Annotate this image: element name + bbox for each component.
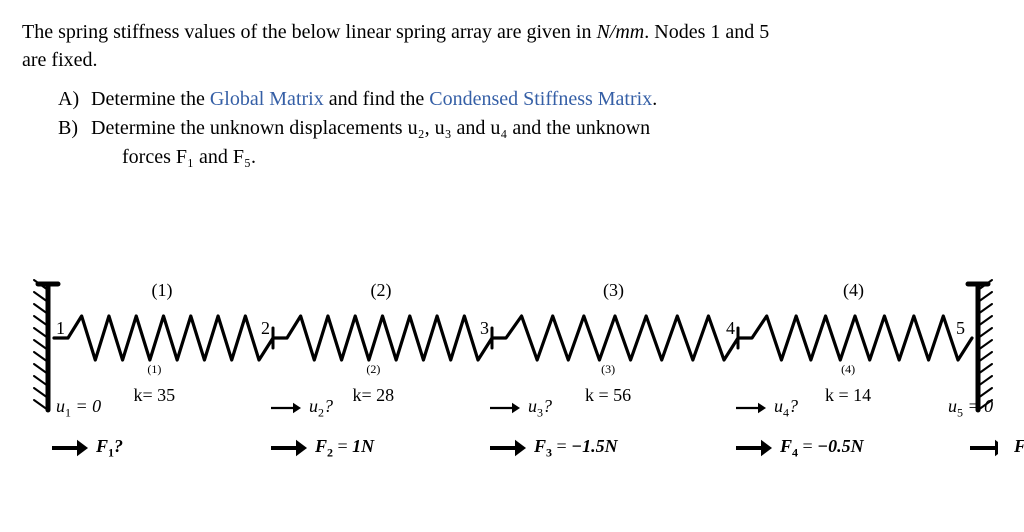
qA-term2: Condensed Stiffness Matrix bbox=[429, 88, 652, 110]
qA-mid: and find the bbox=[324, 88, 430, 110]
qA-label: A) bbox=[58, 88, 86, 111]
displacement-label-4: u4? bbox=[774, 396, 798, 421]
force-label-2: F2 = 1N bbox=[315, 436, 374, 461]
node-label-3: 3 bbox=[480, 318, 489, 339]
problem-line1b: . Nodes 1 and 5 bbox=[644, 21, 769, 43]
problem-line1a: The spring stiffness values of the below… bbox=[22, 21, 596, 43]
qB-l2a: forces bbox=[122, 146, 176, 168]
stiffness-label-3: (3)k = 56 bbox=[585, 362, 631, 406]
qB-uvars: u₂, u₃ and u₄ bbox=[408, 117, 508, 139]
node-label-4: 4 bbox=[726, 318, 735, 339]
force-label-1: F1? bbox=[96, 436, 123, 461]
qA-pre: Determine the bbox=[91, 88, 210, 110]
displacement-label-3: u3? bbox=[528, 396, 552, 421]
element-label-1: (1) bbox=[152, 280, 173, 301]
displacement-label-5: u5 = 0 bbox=[948, 396, 993, 421]
stiffness-label-1: (1)k= 35 bbox=[134, 362, 176, 406]
qA-post: . bbox=[652, 88, 657, 110]
force-label-5: F5? bbox=[1014, 436, 1024, 461]
page-root: The spring stiffness values of the below… bbox=[0, 0, 1024, 532]
node-label-5: 5 bbox=[956, 318, 965, 339]
node-label-2: 2 bbox=[261, 318, 270, 339]
stiffness-label-2: (2)k= 28 bbox=[353, 362, 395, 406]
problem-unit: N/mm bbox=[596, 21, 644, 43]
qB-fvars: F₁ and F₅ bbox=[176, 146, 251, 168]
element-label-2: (2) bbox=[371, 280, 392, 301]
problem-statement: The spring stiffness values of the below… bbox=[22, 18, 1002, 74]
question-B: B) Determine the unknown displacements u… bbox=[58, 117, 1002, 140]
spring-diagram: 1 2 3 4 5 (1) (1)k= 35 (2) (2)k= 28 (3) (3)k = 56 (… bbox=[26, 278, 998, 508]
force-label-3: F3 = −1.5N bbox=[534, 436, 618, 461]
question-A: A) Determine the Global Matrix and find … bbox=[58, 88, 1002, 111]
element-label-3: (3) bbox=[603, 280, 624, 301]
qB-l1b: and the unknown bbox=[507, 117, 650, 139]
displacement-label-1: u1 = 0 bbox=[56, 396, 101, 421]
question-B-line2: forces F₁ and F₅. bbox=[122, 146, 1002, 169]
node-label-1: 1 bbox=[56, 318, 65, 339]
qA-body: Determine the Global Matrix and find the… bbox=[91, 88, 657, 110]
qB-l1a: Determine the unknown displacements bbox=[91, 117, 408, 139]
force-label-4: F4 = −0.5N bbox=[780, 436, 864, 461]
element-label-4: (4) bbox=[843, 280, 864, 301]
stiffness-label-4: (4)k = 14 bbox=[825, 362, 871, 406]
question-list: A) Determine the Global Matrix and find … bbox=[58, 88, 1002, 169]
qB-label: B) bbox=[58, 117, 86, 140]
qB-l2b: . bbox=[251, 146, 256, 168]
qA-term1: Global Matrix bbox=[210, 88, 324, 110]
displacement-label-2: u2? bbox=[309, 396, 333, 421]
problem-line2: are fixed. bbox=[22, 49, 98, 71]
qB-body: Determine the unknown displacements u₂, … bbox=[91, 117, 650, 139]
